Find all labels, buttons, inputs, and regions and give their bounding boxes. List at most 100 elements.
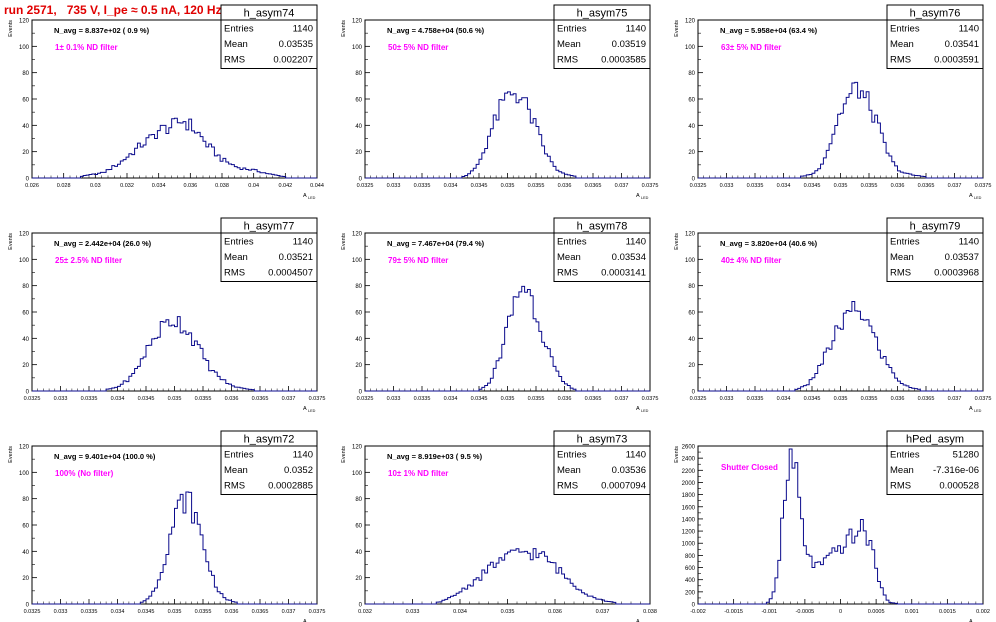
x-tick-label: 0.0345 <box>804 396 821 402</box>
histogram-name: h_asym74 <box>244 8 295 20</box>
stats-box <box>553 4 651 69</box>
y-tick-label: 80 <box>355 497 362 503</box>
stats-label-mean: Mean <box>890 465 914 476</box>
x-tick-label: 0.037 <box>948 396 962 402</box>
x-tick-label: 0.0365 <box>918 396 935 402</box>
histogram-panel-h_asym73: 0 20 40 60 80 100 120 0.032 0.033 0.034 0.035 0.036… <box>341 430 657 622</box>
stats-box <box>553 430 651 495</box>
y-tick-label: 60 <box>22 311 29 317</box>
stats-value-entries: 1140 <box>626 237 646 248</box>
filter-label: 100% (No filter) <box>55 469 114 478</box>
histogram-name: h_asym78 <box>577 221 628 233</box>
y-tick-label: 60 <box>355 98 362 104</box>
x-tick-label: 0.0355 <box>195 396 212 402</box>
histogram-line <box>365 91 650 179</box>
histogram-panel-h_asym76: 0 20 40 60 80 100 120 0.0325 0.033 0.0335 0.034 0.0… <box>674 4 991 200</box>
stats-label-entries: Entries <box>224 24 254 35</box>
x-tick-label: 0.0355 <box>528 396 545 402</box>
x-tick-label: -0.001 <box>761 609 777 615</box>
stats-label-mean: Mean <box>557 39 581 50</box>
x-axis-title: A <box>303 619 307 622</box>
y-tick-label: 60 <box>22 98 29 104</box>
histogram-line <box>698 448 983 605</box>
x-tick-label: 0.0375 <box>642 183 659 189</box>
x-tick-label: 0.0345 <box>804 183 821 189</box>
y-tick-label: 40 <box>22 550 29 556</box>
filter-label: 1± 0.1% ND filter <box>55 43 118 52</box>
x-tick-label: 0.037 <box>282 396 296 402</box>
filter-label: Shutter Closed <box>721 463 778 472</box>
x-tick-label: 0.0365 <box>252 609 269 615</box>
x-tick-label: 0.0355 <box>861 396 878 402</box>
stats-label-entries: Entries <box>224 450 254 461</box>
stats-value-mean: 0.03519 <box>612 39 646 50</box>
x-tick-label: 0.033 <box>54 609 68 615</box>
x-axis-title: A <box>969 193 973 199</box>
y-tick-label: 120 <box>352 19 363 25</box>
histogram-line <box>698 300 983 392</box>
x-tick-label: 0.034 <box>111 396 125 402</box>
x-tick-label: 0.035 <box>168 396 182 402</box>
filter-label: 50± 5% ND filter <box>388 43 448 52</box>
y-tick-label: 120 <box>19 232 30 238</box>
histogram-name: h_asym77 <box>244 221 295 233</box>
y-tick-label: 120 <box>19 19 30 25</box>
x-axis-subscript: LED <box>308 196 316 200</box>
y-tick-label: 40 <box>355 550 362 556</box>
stats-label-mean: Mean <box>890 252 914 263</box>
stats-value-mean: 0.03536 <box>612 465 646 476</box>
stats-value-entries: 1140 <box>293 24 313 35</box>
histogram-panel-h_asym74: 0 20 40 60 80 100 120 0.026 0.028 0.03 0.032 0.034 0… <box>8 4 324 200</box>
y-axis-title: Events <box>674 446 680 463</box>
stats-box <box>553 217 651 282</box>
x-tick-label: 0.036 <box>548 609 562 615</box>
x-tick-label: 0.0325 <box>357 183 374 189</box>
x-tick-label: 0.0365 <box>585 183 602 189</box>
y-axis-title: Events <box>341 20 347 37</box>
stats-value-mean: -7.316e-06 <box>933 465 979 476</box>
x-tick-label: 0.044 <box>310 183 324 189</box>
x-tick-label: 0.0005 <box>868 609 885 615</box>
y-tick-label: 0 <box>692 177 696 183</box>
x-axis-title: A <box>969 406 973 412</box>
y-tick-label: 0 <box>26 603 30 609</box>
stats-label-mean: Mean <box>224 252 248 263</box>
x-tick-label: 0.035 <box>501 396 515 402</box>
y-tick-label: 1200 <box>682 530 696 536</box>
stats-box <box>220 217 318 282</box>
x-tick-label: 0.0335 <box>747 396 764 402</box>
histogram-line <box>698 81 983 179</box>
stats-value-mean: 0.03537 <box>945 252 979 263</box>
stats-label-entries: Entries <box>224 237 254 248</box>
stats-label-rms: RMS <box>224 481 245 492</box>
x-tick-label: 0.001 <box>905 609 919 615</box>
stats-label-rms: RMS <box>557 481 578 492</box>
x-tick-label: 0.033 <box>387 183 401 189</box>
navg-label: N_avg = 5.958e+04 (63.4 %) <box>720 26 818 35</box>
stats-value-rms: 0.0003968 <box>934 268 979 279</box>
y-tick-label: 120 <box>685 232 696 238</box>
histogram-line <box>32 316 317 392</box>
stats-value-rms: 0.002207 <box>273 55 313 66</box>
y-tick-label: 40 <box>355 337 362 343</box>
x-tick-label: 0.035 <box>834 396 848 402</box>
x-tick-label: -0.0005 <box>796 609 815 615</box>
stats-label-rms: RMS <box>224 55 245 66</box>
y-tick-label: 100 <box>685 258 696 264</box>
x-tick-label: 0.034 <box>444 183 458 189</box>
stats-label-rms: RMS <box>890 55 911 66</box>
x-axis-subscript: LED <box>308 409 316 413</box>
histogram-panel-h_asym72: 0 20 40 60 80 100 120 0.0325 0.033 0.0335 0.034 0.0… <box>8 430 325 622</box>
x-tick-label: 0.0375 <box>975 396 992 402</box>
x-axis-title: A <box>636 619 640 622</box>
histogram-line <box>365 548 650 605</box>
y-tick-label: 100 <box>19 471 30 477</box>
x-tick-label: 0.0015 <box>939 609 956 615</box>
stats-label-entries: Entries <box>890 24 920 35</box>
navg-label: N_avg = 8.919e+03 ( 9.5 %) <box>387 452 483 461</box>
x-tick-label: -0.002 <box>690 609 706 615</box>
navg-label: N_avg = 2.442e+04 (26.0 %) <box>54 239 152 248</box>
x-tick-label: 0.035 <box>501 609 515 615</box>
x-axis-title: A <box>969 619 973 622</box>
y-tick-label: 20 <box>688 363 695 369</box>
